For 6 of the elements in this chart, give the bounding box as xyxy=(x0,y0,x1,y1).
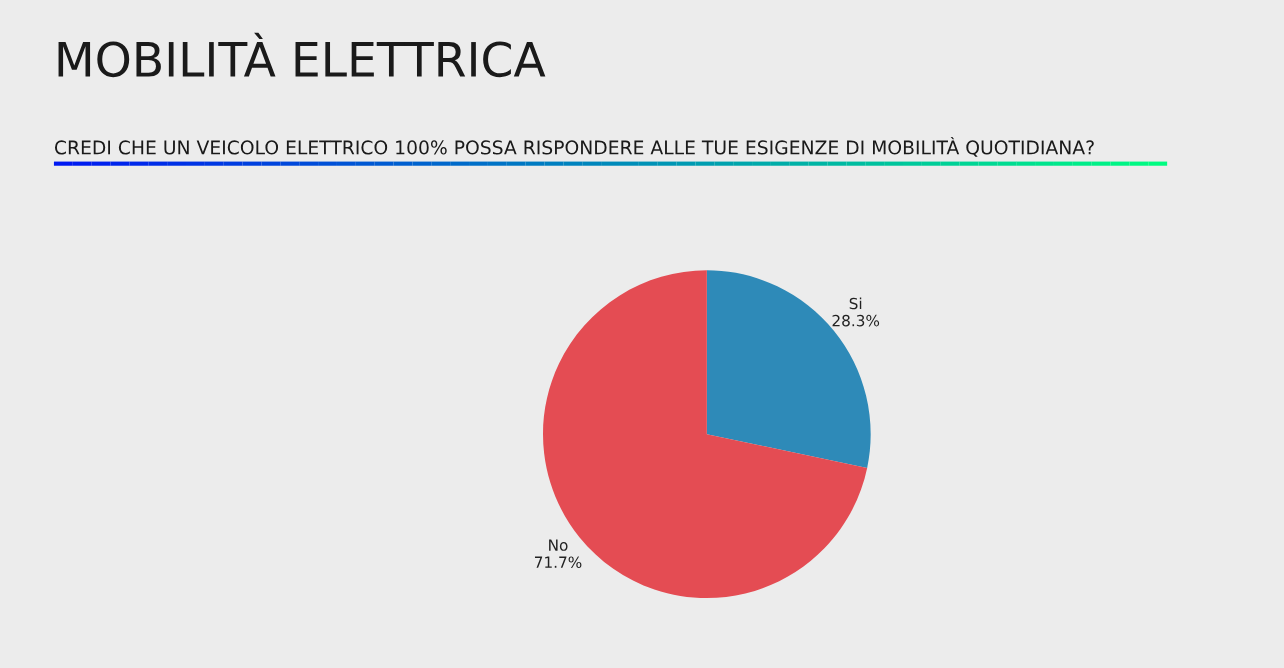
chart-title: MOBILITÀ ELETTRICA xyxy=(58,32,546,78)
chart-subtitle: CREDI CHE UN VEICOLO ELETTRICO 100% POSSA RISPONDERE ALLE TUE ESIGENZE DI MOBILITÀ QUOTIDIANA? xyxy=(54,136,1094,157)
data-label: 28.3% xyxy=(832,314,880,327)
slice-label: No xyxy=(549,539,568,551)
data-label: 71.7% xyxy=(534,556,582,568)
slice-label: Si xyxy=(849,297,862,310)
